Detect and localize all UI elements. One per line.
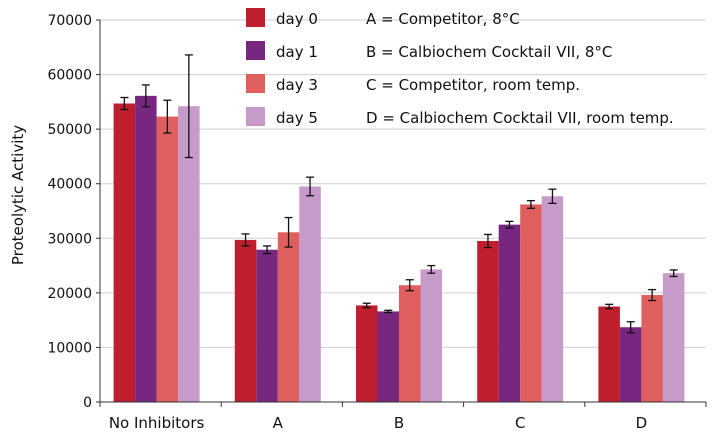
legend-label: day 5: [276, 109, 318, 127]
bar: [356, 305, 378, 402]
legend-swatch: [246, 107, 265, 126]
legend-swatch: [246, 8, 265, 27]
x-category-label: No Inhibitors: [109, 414, 205, 432]
annotation-text: B = Calbiochem Cocktail VII, 8°C: [366, 43, 612, 61]
y-tick-label: 30000: [47, 231, 92, 247]
bar: [256, 250, 278, 402]
bar: [399, 285, 421, 402]
y-axis-label: Proteolytic Activity: [9, 125, 27, 265]
bar: [114, 103, 136, 402]
annotation-text: D = Calbiochem Cocktail VII, room temp.: [366, 109, 674, 127]
y-tick-label: 10000: [47, 340, 92, 356]
bar: [520, 204, 542, 402]
x-category-label: B: [394, 414, 404, 432]
y-tick-label: 40000: [47, 177, 92, 193]
x-axis-categories: No Inhibitors A B C D: [109, 414, 647, 432]
bar: [620, 327, 642, 402]
legend-label: day 1: [276, 43, 318, 61]
y-tick-label: 0: [83, 395, 92, 411]
y-axis-ticks: 0 10000 20000 30000 40000 50000 60000 70000: [47, 13, 100, 411]
bar: [477, 241, 499, 402]
bar: [641, 295, 663, 402]
y-tick-label: 50000: [47, 122, 92, 138]
bar: [499, 225, 521, 402]
y-tick-label: 70000: [47, 13, 92, 29]
y-tick-label: 60000: [47, 68, 92, 84]
annotation-text: C = Competitor, room temp.: [366, 76, 580, 94]
annotation-key: A = Competitor, 8°C B = Calbiochem Cockta…: [366, 10, 674, 127]
bar: [278, 232, 300, 402]
x-category-label: A: [273, 414, 284, 432]
y-tick-label: 20000: [47, 286, 92, 302]
legend-swatch: [246, 74, 265, 93]
bar: [235, 240, 256, 402]
bar: [542, 196, 564, 402]
bar: [378, 311, 400, 402]
legend-label: day 3: [276, 76, 318, 94]
bar: [299, 186, 321, 402]
bars: [114, 96, 685, 402]
bar: [421, 269, 443, 402]
legend-swatch: [246, 41, 265, 60]
annotation-text: A = Competitor, 8°C: [366, 10, 520, 28]
bar: [598, 307, 620, 403]
bar: [663, 273, 685, 402]
x-category-label: C: [515, 414, 525, 432]
bar: [157, 117, 179, 402]
legend: day 0 day 1 day 3 day 5: [246, 8, 318, 127]
bar: [135, 96, 157, 402]
x-category-label: D: [636, 414, 648, 432]
legend-label: day 0: [276, 10, 318, 28]
